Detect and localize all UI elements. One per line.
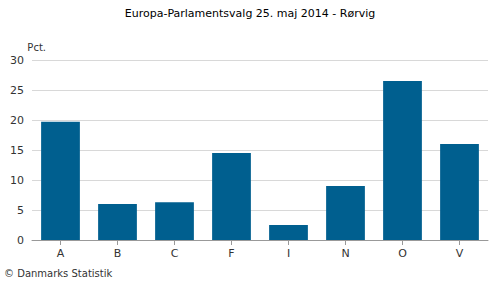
- svg-text:C: C: [171, 247, 179, 260]
- svg-text:Europa-Parlamentsvalg 25. maj: Europa-Parlamentsvalg 25. maj 2014 - Rør…: [125, 7, 376, 20]
- svg-text:N: N: [341, 247, 349, 260]
- svg-text:V: V: [456, 247, 464, 260]
- svg-text:A: A: [57, 247, 65, 260]
- svg-text:5: 5: [17, 204, 24, 217]
- svg-text:I: I: [287, 247, 290, 260]
- svg-text:15: 15: [10, 144, 24, 157]
- svg-text:B: B: [114, 247, 122, 260]
- svg-text:25: 25: [10, 84, 24, 97]
- svg-text:Pct.: Pct.: [27, 42, 46, 53]
- svg-text:F: F: [228, 247, 234, 260]
- svg-text:O: O: [398, 247, 407, 260]
- svg-text:10: 10: [10, 174, 24, 187]
- svg-text:20: 20: [10, 114, 24, 127]
- svg-text:30: 30: [10, 54, 24, 67]
- svg-text:© Danmarks Statistik: © Danmarks Statistik: [4, 268, 113, 279]
- svg-text:0: 0: [17, 234, 24, 247]
